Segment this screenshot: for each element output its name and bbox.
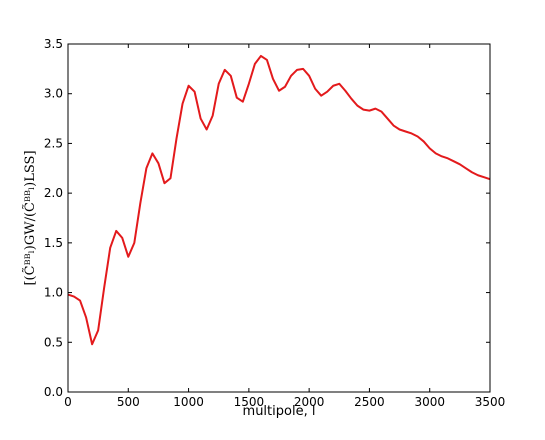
x-tick-label: 1000 — [173, 395, 204, 409]
y-tick-label: 1.0 — [44, 286, 63, 300]
x-tick-label: 3000 — [414, 395, 445, 409]
x-tick-label: 2000 — [294, 395, 325, 409]
x-tick-label: 500 — [117, 395, 140, 409]
y-tick-label: 3.0 — [44, 87, 63, 101]
y-tick-label: 0.5 — [44, 335, 63, 349]
x-tick-label: 0 — [64, 395, 72, 409]
x-tick-label: 2500 — [354, 395, 385, 409]
y-tick-label: 1.5 — [44, 236, 63, 250]
x-tick-label: 1500 — [234, 395, 265, 409]
x-axis-label: multipole, l — [243, 404, 316, 419]
y-tick-label: 2.5 — [44, 136, 63, 150]
y-tick-label: 3.5 — [44, 37, 63, 51]
y-tick-label: 0.0 — [44, 385, 63, 399]
data-line — [67, 54, 491, 346]
y-tick-label: 2.0 — [44, 186, 63, 200]
x-tick-label: 3500 — [475, 395, 506, 409]
plot-frame — [67, 43, 491, 393]
y-axis-label: [(C̃ᴮᴮₗ)GW/(C̃ᴮᴮₗ)LSS] — [22, 150, 38, 285]
